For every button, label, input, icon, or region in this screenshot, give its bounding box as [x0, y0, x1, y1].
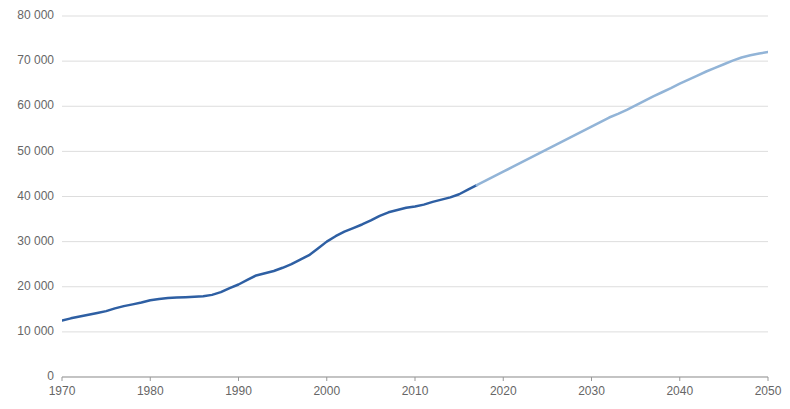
- x-tick-label: 2030: [578, 384, 605, 398]
- x-tick-label: 2050: [755, 384, 782, 398]
- grid: [62, 16, 768, 377]
- x-tick: [150, 377, 151, 381]
- x-tick: [768, 377, 769, 381]
- x-tick-label: 1970: [49, 384, 76, 398]
- x-tick: [503, 377, 504, 381]
- grid-line: [62, 16, 768, 17]
- x-tick-label: 2010: [402, 384, 429, 398]
- y-tick-label: 0: [47, 369, 54, 383]
- x-tick: [62, 377, 63, 381]
- x-tick: [415, 377, 416, 381]
- grid-line: [62, 241, 768, 242]
- x-tick: [238, 377, 239, 381]
- x-tick: [679, 377, 680, 381]
- y-tick-label: 20 000: [17, 279, 54, 293]
- y-tick-label: 70 000: [17, 53, 54, 67]
- series-line: [477, 52, 768, 185]
- x-tick: [591, 377, 592, 381]
- y-tick-label: 60 000: [17, 98, 54, 112]
- series-line: [62, 185, 477, 320]
- y-tick-label: 10 000: [17, 324, 54, 338]
- lines: [62, 52, 768, 320]
- y-tick-label: 80 000: [17, 8, 54, 22]
- x-tick-label: 1990: [225, 384, 252, 398]
- x-tick-label: 1980: [137, 384, 164, 398]
- grid-line: [62, 106, 768, 107]
- x-axis: 1970 1980 1990 2000 2010 2020 2030 2040 2050: [49, 377, 782, 398]
- grid-line: [62, 331, 768, 332]
- x-tick-label: 2040: [666, 384, 693, 398]
- grid-line: [62, 196, 768, 197]
- x-tick-label: 2000: [313, 384, 340, 398]
- x-tick-label: 2020: [490, 384, 517, 398]
- grid-line: [62, 286, 768, 287]
- page: {"chart_data": {"type": "line", "series"…: [0, 0, 790, 409]
- y-tick-label: 50 000: [17, 144, 54, 158]
- y-tick-label: 30 000: [17, 234, 54, 248]
- y-tick-label: 40 000: [17, 189, 54, 203]
- grid-line: [62, 151, 768, 152]
- grid-line: [62, 61, 768, 62]
- chart: 0 10 000 20 000 30 000 40 000 50 000 60 000 70 …: [0, 0, 790, 409]
- x-tick: [326, 377, 327, 381]
- y-tick-labels: 0 10 000 20 000 30 000 40 000 50 000 60 000 70 …: [17, 8, 54, 383]
